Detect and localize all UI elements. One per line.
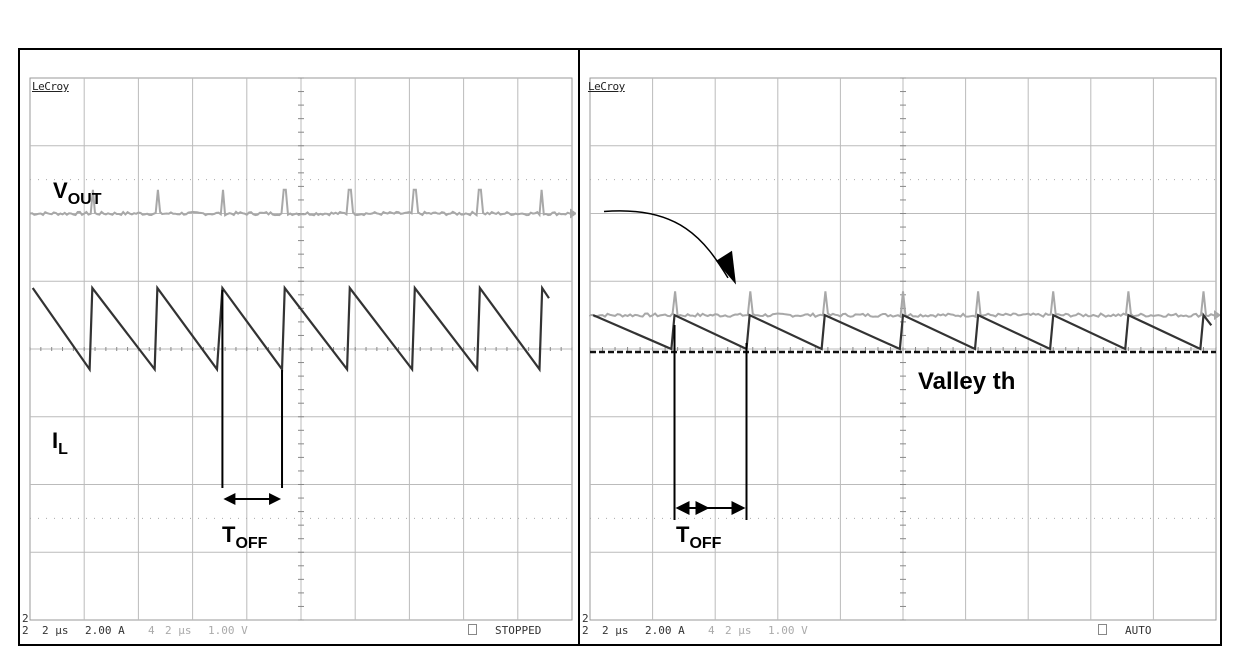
toff-arrowhead-right — [269, 493, 282, 505]
toff-label-left: TOFF — [222, 522, 268, 552]
toff-arrowhead-mid — [695, 501, 710, 515]
channel4-number: 4 — [148, 624, 155, 637]
il-trace — [31, 284, 550, 373]
timebase-ch4: 2 µs — [725, 624, 752, 637]
toff-arrowhead-right — [731, 501, 746, 515]
lecroy-logo: LeCroy — [588, 80, 625, 93]
graticule — [29, 77, 573, 621]
figure-frame: LeCroy VOUT IL TOFF 2 2 2 µs 2.00 A 4 2 … — [18, 48, 1222, 646]
toff-arrowhead-left — [675, 501, 690, 515]
scale-ch2: 2.00 A — [645, 624, 685, 637]
channel-marker: 2 — [22, 612, 29, 625]
status-bar-right: 2 2 2 µs 2.00 A 4 2 µs 1.00 V AUTO — [580, 612, 1222, 640]
channel-number: 2 — [22, 624, 29, 637]
trigger-state: AUTO — [1125, 624, 1152, 637]
toff-label-right: TOFF — [676, 522, 722, 552]
scope-left-plot — [29, 77, 576, 621]
scale-ch2: 2.00 A — [85, 624, 125, 637]
scale-ch4: 1.00 V — [208, 624, 248, 637]
auto-indicator-box — [1098, 624, 1107, 638]
vout-trace — [589, 291, 1217, 319]
annotation-curve-arrow — [603, 210, 729, 279]
scale-ch4: 1.00 V — [768, 624, 808, 637]
toff-arrowhead-left — [223, 493, 236, 505]
stop-indicator-box — [468, 624, 477, 638]
il-trace — [592, 312, 1213, 351]
timebase-ch2: 2 µs — [42, 624, 69, 637]
vout-channel-marker — [1214, 310, 1220, 321]
graticule — [589, 77, 1217, 621]
channel-marker: 2 — [582, 612, 589, 625]
timebase-ch2: 2 µs — [602, 624, 629, 637]
timebase-ch4: 2 µs — [165, 624, 192, 637]
channel4-number: 4 — [708, 624, 715, 637]
vout-channel-marker — [570, 208, 576, 219]
status-bar-left: 2 2 2 µs 2.00 A 4 2 µs 1.00 V STOPPED — [20, 612, 578, 640]
trigger-state: STOPPED — [495, 624, 542, 637]
scope-right-plot — [589, 77, 1220, 621]
oscilloscope-left: LeCroy VOUT IL TOFF 2 2 2 µs 2.00 A 4 2 … — [20, 50, 578, 644]
vout-label: VOUT — [53, 178, 102, 208]
oscilloscope-right: LeCroy Valley th TOFF 2 2 2 µs 2.00 A 4 … — [578, 50, 1222, 644]
vout-trace — [29, 188, 573, 218]
annotation-arrowhead — [716, 250, 736, 285]
lecroy-logo: LeCroy — [32, 80, 69, 93]
channel-number: 2 — [582, 624, 589, 637]
valley-threshold-label: Valley th — [918, 368, 1016, 395]
il-label: IL — [52, 428, 68, 458]
